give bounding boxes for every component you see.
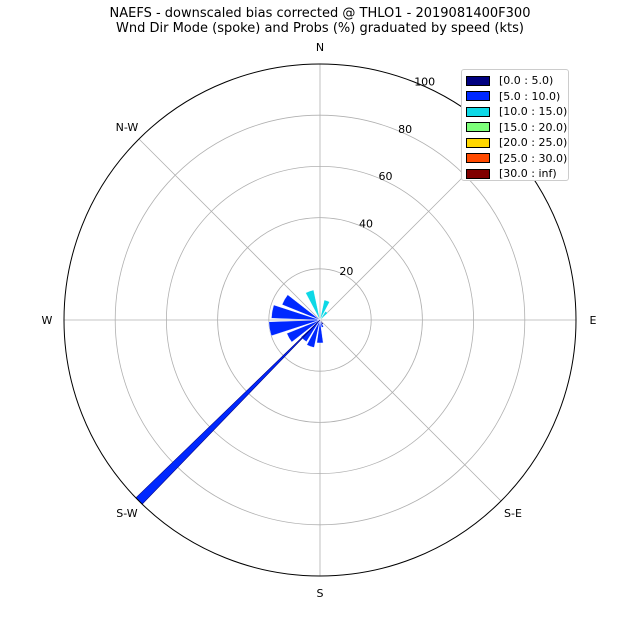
legend-swatch — [466, 137, 490, 148]
wedge-300 — [281, 294, 321, 321]
legend-label: [20.0 : 25.0) — [499, 136, 568, 150]
legend-item: [5.0 : 10.0) — [466, 89, 568, 105]
direction-label-n-w: N-W — [116, 121, 139, 134]
legend-label: [5.0 : 10.0) — [499, 89, 561, 103]
legend-label: [30.0 : inf) — [499, 167, 557, 181]
legend: [0.0 : 5.0) [5.0 : 10.0) [10.0 : 15.0) [15.… — [461, 69, 569, 181]
legend-swatch — [466, 122, 490, 133]
legend-label: [15.0 : 20.0) — [499, 120, 568, 134]
legend-label: [25.0 : 30.0) — [499, 151, 568, 165]
grid-spoke-s-e — [319, 319, 502, 502]
legend-item: [15.0 : 20.0) — [466, 120, 568, 136]
radial-tick-label-40: 40 — [359, 218, 373, 231]
wedge-220 — [300, 319, 321, 342]
legend-swatch — [466, 153, 490, 164]
wedge-145 — [319, 319, 324, 325]
chart-subtitle: Wnd Dir Mode (spoke) and Probs (%) gradu… — [116, 21, 524, 36]
outer-boundary — [63, 63, 577, 577]
grid-spoke-n-w — [138, 138, 321, 321]
wedge-20 — [319, 299, 330, 321]
wedge-240 — [286, 319, 321, 343]
legend-swatch — [466, 106, 490, 117]
mode-spoke-layer — [135, 319, 321, 505]
wedges — [268, 289, 330, 348]
radial-tick-label-80: 80 — [398, 123, 412, 136]
direction-label-n: N — [316, 41, 324, 54]
legend-item: [10.0 : 15.0) — [466, 104, 568, 120]
wedge-200 — [306, 319, 321, 348]
wedge-280 — [271, 304, 321, 321]
legend-item: [30.0 : inf) — [466, 166, 568, 182]
radial-tick-label-20: 20 — [339, 265, 353, 278]
direction-label-s-e: S-E — [504, 507, 522, 520]
radial-tick-label-60: 60 — [379, 170, 393, 183]
wedge-340 — [305, 289, 321, 321]
direction-label-s: S — [317, 587, 324, 600]
wedge-260 — [268, 319, 321, 337]
legend-swatch — [466, 91, 490, 102]
chart-title: NAEFS - downscaled bias corrected @ THLO… — [109, 6, 531, 21]
legend-label: [10.0 : 15.0) — [499, 105, 568, 119]
wedge-40 — [319, 311, 328, 321]
legend-swatch — [466, 168, 490, 179]
legend-item: [25.0 : 30.0) — [466, 151, 568, 167]
direction-label-e: E — [590, 314, 597, 327]
legend-label: [0.0 : 5.0) — [499, 74, 554, 88]
mode-spoke — [135, 319, 321, 505]
legend-item: [0.0 : 5.0) — [466, 73, 568, 89]
wedge-180 — [316, 319, 324, 344]
legend-swatch — [466, 75, 490, 86]
direction-label-w: W — [42, 314, 53, 327]
radial-tick-label-100: 100 — [414, 76, 435, 89]
direction-label-s-w: S-W — [116, 507, 138, 520]
legend-item: [20.0 : 25.0) — [466, 135, 568, 151]
